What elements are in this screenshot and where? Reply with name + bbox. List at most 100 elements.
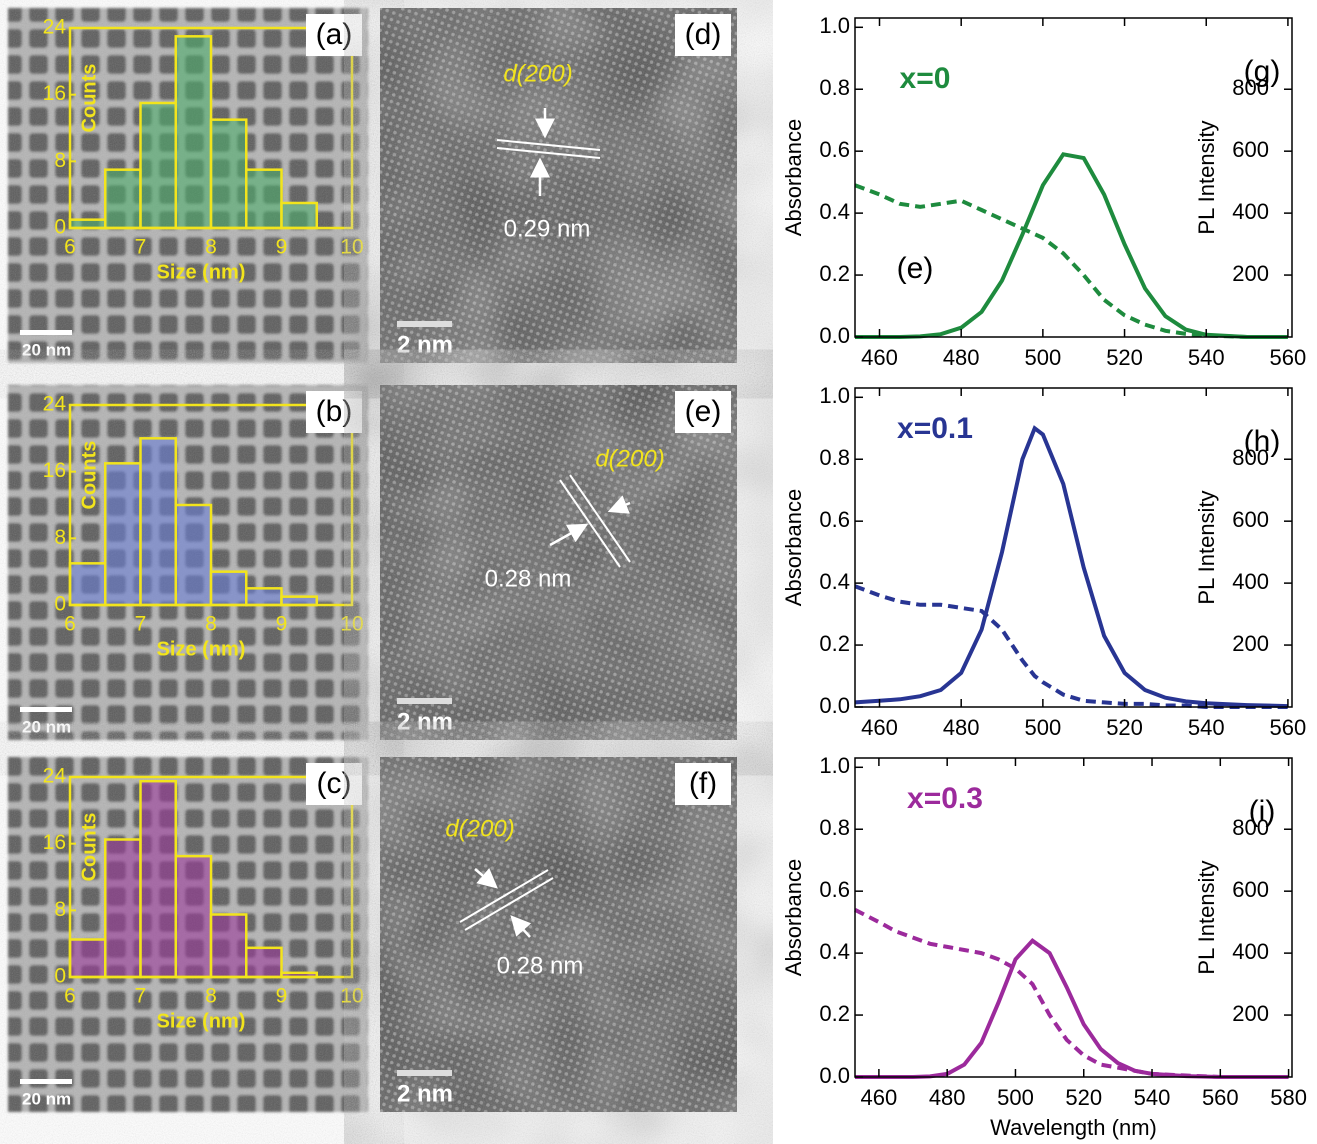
lattice-line bbox=[569, 474, 631, 563]
spacing-label: 0.29 nm bbox=[504, 215, 591, 242]
plane-label: d(200) bbox=[595, 445, 664, 472]
scale-bar-label: 20 nm bbox=[22, 1089, 71, 1108]
panel-label: (i) bbox=[1249, 795, 1276, 828]
image-noise bbox=[380, 8, 737, 363]
y-tick-label: 0.0 bbox=[819, 693, 850, 718]
histogram-bar bbox=[209, 913, 248, 979]
y-tick-label: 0.4 bbox=[819, 569, 850, 594]
absorbance-curve bbox=[854, 183, 1288, 339]
x-tick-label: 8 bbox=[205, 985, 217, 1008]
x-tick-label: 520 bbox=[1065, 1085, 1102, 1110]
x-tick-label: 520 bbox=[1106, 715, 1143, 740]
scale-bar bbox=[397, 1070, 452, 1076]
x-tick-label: 6 bbox=[64, 613, 76, 636]
panel-label: (b) bbox=[316, 395, 353, 428]
x-tick-label: 480 bbox=[943, 345, 980, 370]
x-tick-label: 7 bbox=[135, 236, 147, 259]
y-tick-label: 0 bbox=[54, 965, 66, 988]
panel-label-box bbox=[306, 14, 362, 56]
y-tick-label: 8 bbox=[54, 526, 66, 549]
x-tick-label: 520 bbox=[1106, 345, 1143, 370]
pl-curve bbox=[855, 152, 1288, 339]
y-tick-label: 1.0 bbox=[819, 753, 850, 778]
plot-frame bbox=[854, 757, 1293, 1078]
y-tick-label: 16 bbox=[43, 82, 66, 105]
lattice-line bbox=[464, 877, 554, 931]
x-tick-label: 480 bbox=[943, 715, 980, 740]
x-axis-label: Size (nm) bbox=[157, 1010, 246, 1032]
x-tick-label: 540 bbox=[1188, 715, 1225, 740]
y-tick-label: 0 bbox=[54, 593, 66, 616]
y-tick-label: 0.2 bbox=[819, 631, 850, 656]
histogram-bar bbox=[174, 35, 213, 230]
plot-frame bbox=[854, 17, 1293, 338]
x-axis-label: Size (nm) bbox=[157, 261, 246, 283]
x-tick-label: 10 bbox=[340, 613, 363, 636]
spacing-label: 0.28 nm bbox=[485, 565, 572, 592]
scale-bar bbox=[20, 330, 72, 335]
x-tick-label: 540 bbox=[1134, 1085, 1171, 1110]
y2-tick-label: 400 bbox=[1232, 199, 1269, 224]
y-tick-label: 24 bbox=[43, 765, 67, 788]
histogram-bar bbox=[104, 168, 142, 230]
y-tick-label: 0.4 bbox=[819, 939, 850, 964]
y2-tick-label: 200 bbox=[1232, 261, 1269, 286]
y-axis-label: Absorbance bbox=[781, 489, 806, 606]
y2-axis-label: PL Intensity bbox=[1194, 860, 1219, 974]
x-tick-label: 7 bbox=[135, 613, 147, 636]
x-tick-label: 9 bbox=[276, 613, 288, 636]
x-tick-label: 560 bbox=[1270, 345, 1307, 370]
scale-bar-label: 20 nm bbox=[22, 340, 71, 359]
y-tick-label: 8 bbox=[54, 898, 66, 921]
y-axis-label: Absorbance bbox=[781, 119, 806, 236]
arrow bbox=[607, 495, 631, 514]
histogram-bar bbox=[209, 118, 248, 230]
histogram-bar bbox=[280, 201, 318, 230]
y-axis-label: Counts bbox=[78, 441, 100, 510]
panel-label: (d) bbox=[685, 18, 722, 51]
scale-bar-label: 2 nm bbox=[397, 331, 453, 358]
scale-bar bbox=[397, 321, 452, 327]
y-tick-label: 0.8 bbox=[819, 445, 850, 470]
y2-axis-label: PL Intensity bbox=[1194, 490, 1219, 604]
y-tick-label: 16 bbox=[43, 459, 66, 482]
arrow bbox=[549, 523, 589, 547]
y2-tick-label: 600 bbox=[1232, 137, 1269, 162]
arrow bbox=[510, 915, 532, 938]
histogram-bar bbox=[139, 779, 177, 979]
y-tick-label: 0.4 bbox=[819, 199, 850, 224]
histogram-bar bbox=[174, 854, 213, 979]
y-tick-label: 0.0 bbox=[819, 1063, 850, 1088]
histogram-bar bbox=[68, 562, 107, 607]
plot-frame bbox=[854, 387, 1293, 708]
y2-tick-label: 800 bbox=[1232, 445, 1269, 470]
y-tick-label: 0.6 bbox=[819, 877, 850, 902]
y2-tick-label: 600 bbox=[1232, 877, 1269, 902]
y2-tick-label: 200 bbox=[1232, 1001, 1269, 1026]
x-tick-label: 8 bbox=[205, 236, 217, 259]
y-tick-label: 0.2 bbox=[819, 261, 850, 286]
y-tick-label: 0.8 bbox=[819, 815, 850, 840]
y2-tick-label: 400 bbox=[1232, 939, 1269, 964]
histogram-bar bbox=[104, 838, 142, 979]
x-tick-label: 580 bbox=[1270, 1085, 1307, 1110]
panel-label-box bbox=[675, 391, 731, 433]
x-tick-label: 560 bbox=[1270, 715, 1307, 740]
panel-label: (c) bbox=[317, 767, 352, 800]
scale-bar-label: 20 nm bbox=[22, 717, 71, 736]
y-axis-label: Counts bbox=[78, 64, 100, 133]
x-tick-label: 560 bbox=[1202, 1085, 1239, 1110]
panel-label-box bbox=[675, 763, 731, 805]
panel-label: (h) bbox=[1244, 425, 1281, 458]
plane-label: d(200) bbox=[445, 815, 514, 842]
panel-label: (f) bbox=[689, 767, 717, 800]
y-tick-label: 0.0 bbox=[819, 323, 850, 348]
y2-tick-label: 800 bbox=[1232, 75, 1269, 100]
x-axis-label: Wavelength (nm) bbox=[990, 1115, 1157, 1140]
panel-label: (e) bbox=[685, 395, 722, 428]
x-axis-label: Size (nm) bbox=[157, 638, 246, 660]
absorbance-curve bbox=[854, 908, 1289, 1079]
y-tick-label: 16 bbox=[43, 831, 66, 854]
